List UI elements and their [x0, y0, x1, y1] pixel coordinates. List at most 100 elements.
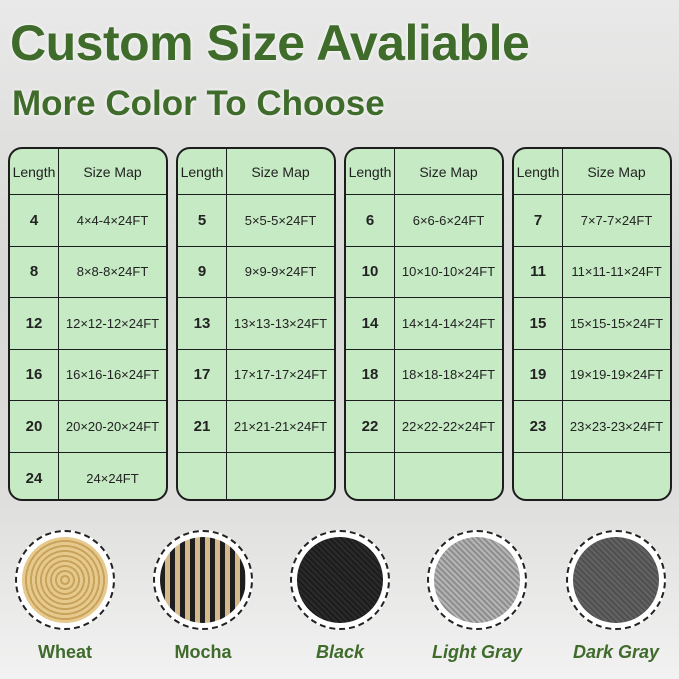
table-row [514, 452, 670, 499]
size-table: Length Size Map 4 4×4-4×24FT 8 8×8-8×24FT 12 12… [8, 147, 168, 501]
swatch-mocha [153, 530, 253, 630]
length-header: Length [178, 149, 227, 194]
length-cell: 17 [178, 349, 227, 400]
length-header: Length [10, 149, 59, 194]
color-label: Black [315, 642, 365, 662]
table-row: 6 6×6-6×24FT [346, 195, 502, 247]
size-map-header: Size Map [83, 163, 142, 180]
color-label: Light Gray [431, 642, 522, 662]
size-cell: 7×7-7×24FT [580, 212, 653, 228]
length-cell [178, 452, 227, 499]
length-cell: 14 [346, 298, 395, 349]
size-cell: 19×19-19×24FT [569, 367, 664, 383]
table-row: 21 21×21-21×24FT [178, 401, 334, 453]
size-cell [395, 453, 502, 500]
table-header: Length Size Map [10, 149, 166, 195]
table-row: 4 4×4-4×24FT [10, 195, 166, 247]
length-cell [514, 452, 563, 499]
size-cell: 10×10-10×24FT [401, 264, 496, 280]
size-table: Length Size Map 5 5×5-5×24FT 9 9×9-9×24FT 13 13… [176, 147, 336, 501]
length-cell: 24 [10, 452, 59, 499]
size-cell: 22×22-22×24FT [401, 418, 496, 434]
size-cell: 4×4-4×24FT [76, 212, 149, 228]
table-row: 18 18×18-18×24FT [346, 349, 502, 401]
size-map-header: Size Map [587, 163, 646, 180]
table-row: 17 17×17-17×24FT [178, 349, 334, 401]
table-row: 16 16×16-16×24FT [10, 349, 166, 401]
page-title: Custom Size Avaliable [10, 15, 530, 71]
length-cell: 10 [346, 246, 395, 297]
color-label: Dark Gray [572, 642, 660, 662]
fabric-texture [573, 537, 659, 623]
table-row: 20 20×20-20×24FT [10, 401, 166, 453]
size-cell: 8×8-8×24FT [76, 264, 149, 280]
length-cell: 15 [514, 298, 563, 349]
swatch-light-gray [427, 530, 527, 630]
table-row: 5 5×5-5×24FT [178, 195, 334, 247]
color-label: Wheat [38, 642, 92, 662]
size-cell: 16×16-16×24FT [65, 367, 160, 383]
size-table: Length Size Map 6 6×6-6×24FT 10 10×10-10×24FT… [344, 147, 504, 501]
length-cell: 20 [10, 401, 59, 452]
length-cell: 5 [178, 195, 227, 246]
length-cell: 19 [514, 349, 563, 400]
fabric-texture [434, 537, 520, 623]
fabric-texture [297, 537, 383, 623]
size-cell [227, 453, 334, 500]
table-row: 13 13×13-13×24FT [178, 298, 334, 350]
size-cell: 21×21-21×24FT [233, 418, 328, 434]
size-cell: 17×17-17×24FT [233, 367, 328, 383]
fabric-texture [22, 537, 108, 623]
table-row: 15 15×15-15×24FT [514, 298, 670, 350]
length-cell: 11 [514, 246, 563, 297]
length-cell: 22 [346, 401, 395, 452]
size-map-header: Size Map [251, 163, 310, 180]
table-row: 22 22×22-22×24FT [346, 401, 502, 453]
length-cell: 21 [178, 401, 227, 452]
length-header: Length [346, 149, 395, 194]
size-cell: 18×18-18×24FT [401, 367, 496, 383]
table-header: Length Size Map [346, 149, 502, 195]
size-table: Length Size Map 7 7×7-7×24FT 11 11×11-11×24FT… [512, 147, 672, 501]
length-cell: 23 [514, 401, 563, 452]
size-cell: 5×5-5×24FT [244, 212, 317, 228]
size-cell: 13×13-13×24FT [233, 315, 328, 331]
length-cell: 12 [10, 298, 59, 349]
size-cell: 14×14-14×24FT [401, 315, 496, 331]
table-row [178, 452, 334, 500]
page-subtitle: More Color To Choose [12, 84, 385, 123]
length-cell: 4 [10, 195, 59, 246]
length-header: Length [514, 149, 563, 194]
size-cell: 11×11-11×24FT [571, 264, 662, 280]
table-row: 11 11×11-11×24FT [514, 246, 670, 298]
table-row [346, 452, 502, 500]
size-cell: 6×6-6×24FT [412, 212, 485, 228]
table-row: 23 23×23-23×24FT [514, 401, 670, 453]
size-cell: 15×15-15×24FT [569, 315, 664, 331]
size-cell: 24×24FT [86, 470, 139, 486]
length-cell: 7 [514, 195, 563, 246]
size-cell: 23×23-23×24FT [569, 418, 664, 434]
table-row: 19 19×19-19×24FT [514, 349, 670, 401]
size-cell: 12×12-12×24FT [65, 315, 160, 331]
length-cell: 9 [178, 246, 227, 297]
length-cell: 13 [178, 298, 227, 349]
table-row: 14 14×14-14×24FT [346, 298, 502, 350]
size-cell: 20×20-20×24FT [65, 418, 160, 434]
length-cell: 8 [10, 246, 59, 297]
length-cell: 6 [346, 195, 395, 246]
size-map-header: Size Map [419, 163, 478, 180]
size-cell: 9×9-9×24FT [244, 264, 317, 280]
table-row: 24 24×24FT [10, 452, 166, 499]
length-cell: 16 [10, 349, 59, 400]
fabric-texture [160, 537, 246, 623]
swatch-dark-gray [566, 530, 666, 630]
swatch-black [290, 530, 390, 630]
length-cell [346, 452, 395, 499]
table-row: 8 8×8-8×24FT [10, 246, 166, 298]
table-row: 10 10×10-10×24FT [346, 246, 502, 298]
swatch-wheat [15, 530, 115, 630]
table-row: 9 9×9-9×24FT [178, 246, 334, 298]
table-header: Length Size Map [514, 149, 670, 195]
color-label: Mocha [174, 642, 232, 662]
